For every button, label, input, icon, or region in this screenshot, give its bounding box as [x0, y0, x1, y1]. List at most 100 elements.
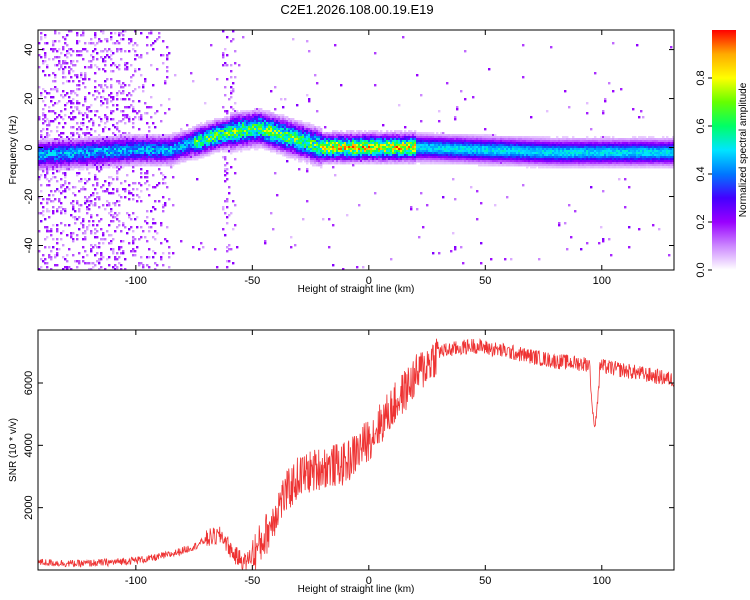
heatmap-cell — [56, 90, 59, 93]
heatmap-cell — [46, 170, 49, 173]
heatmap-cell — [112, 42, 115, 45]
heatmap-cell — [258, 120, 261, 123]
heatmap-cell — [328, 140, 331, 143]
heatmap-cell — [108, 166, 111, 169]
heatmap-cell — [234, 120, 237, 123]
heatmap-cell — [154, 144, 157, 147]
heatmap-cell — [40, 258, 43, 261]
heatmap-cell — [118, 220, 121, 223]
heatmap-cell — [54, 102, 57, 105]
heatmap-cell — [180, 148, 183, 151]
heatmap-cell — [394, 132, 397, 135]
heatmap-cell — [88, 150, 91, 153]
heatmap-cell — [80, 128, 83, 131]
heatmap-cell — [62, 162, 65, 165]
heatmap-cell — [426, 204, 429, 207]
heatmap-cell — [338, 140, 341, 143]
heatmap-cell — [144, 136, 147, 139]
heatmap-cell — [44, 114, 47, 117]
heatmap-cell — [124, 64, 127, 67]
heatmap-cell — [218, 122, 221, 125]
heatmap-cell — [322, 158, 325, 161]
heatmap-cell — [334, 152, 337, 155]
heatmap-cell — [360, 134, 363, 137]
heatmap-cell — [144, 162, 147, 165]
heatmap-cell — [68, 224, 71, 227]
heatmap-cell — [326, 132, 329, 135]
heatmap-cell — [156, 184, 159, 187]
heatmap-cell — [268, 136, 271, 139]
heatmap-cell — [312, 130, 315, 133]
heatmap-cell — [446, 138, 449, 141]
heatmap-cell — [334, 150, 337, 153]
heatmap-cell — [112, 202, 115, 205]
heatmap-cell — [460, 142, 463, 145]
heatmap-cell — [64, 266, 67, 269]
heatmap-cell — [288, 146, 291, 149]
heatmap-cell — [296, 134, 299, 137]
heatmap-cell — [404, 134, 407, 137]
heatmap-cell — [324, 142, 327, 145]
heatmap-cell — [108, 140, 111, 143]
heatmap-cell — [114, 140, 117, 143]
heatmap-cell — [232, 30, 235, 33]
heatmap-cell — [136, 136, 139, 139]
heatmap-cell — [386, 152, 389, 155]
heatmap-cell — [424, 138, 427, 141]
heatmap-cell — [378, 152, 381, 155]
heatmap-cell — [362, 134, 365, 137]
heatmap-cell — [84, 236, 87, 239]
heatmap-cell — [148, 32, 151, 35]
heatmap-cell — [124, 138, 127, 141]
heatmap-cell — [322, 132, 325, 135]
heatmap-cell — [48, 180, 51, 183]
heatmap-cell — [364, 140, 367, 143]
heatmap-cell — [192, 144, 195, 147]
heatmap-cell — [106, 146, 109, 149]
heatmap-cell — [160, 146, 163, 149]
heatmap-cell — [318, 128, 321, 131]
heatmap-cell — [186, 140, 189, 143]
heatmap-cell — [174, 158, 177, 161]
heatmap-cell — [104, 164, 107, 167]
heatmap-cell — [168, 158, 171, 161]
heatmap-cell — [74, 218, 77, 221]
heatmap-cell — [434, 134, 437, 137]
heatmap-cell — [414, 142, 417, 145]
heatmap-cell — [76, 156, 79, 159]
heatmap-cell — [242, 148, 245, 151]
heatmap-cell — [60, 192, 63, 195]
heatmap-cell — [84, 162, 87, 165]
heatmap-cell — [92, 220, 95, 223]
heatmap-cell — [308, 138, 311, 141]
heatmap-cell — [166, 138, 169, 141]
heatmap-cell — [46, 228, 49, 231]
heatmap-cell — [232, 90, 235, 93]
heatmap-cell — [186, 124, 189, 127]
heatmap-cell — [50, 258, 53, 261]
heatmap-cell — [142, 162, 145, 165]
heatmap-cell — [302, 142, 305, 145]
heatmap-cell — [142, 84, 145, 87]
heatmap-cell — [62, 126, 65, 129]
heatmap-cell — [72, 140, 75, 143]
heatmap-cell — [318, 156, 321, 159]
heatmap-cell — [218, 138, 221, 141]
heatmap-cell — [240, 136, 243, 139]
heatmap-cell — [226, 64, 229, 67]
heatmap-cell — [58, 150, 61, 153]
heatmap-cell — [140, 190, 143, 193]
heatmap-cell — [332, 160, 335, 163]
heatmap-cell — [312, 124, 315, 127]
heatmap-cell — [102, 162, 105, 165]
heatmap-cell — [294, 156, 297, 159]
heatmap-cell — [62, 62, 65, 65]
heatmap-cell — [312, 154, 315, 157]
heatmap-cell — [110, 32, 113, 35]
heatmap-cell — [80, 164, 83, 167]
heatmap-cell — [464, 98, 467, 101]
heatmap-cell — [204, 134, 207, 137]
heatmap-cell — [162, 154, 165, 157]
heatmap-cell — [300, 158, 303, 161]
heatmap-cell — [162, 164, 165, 167]
